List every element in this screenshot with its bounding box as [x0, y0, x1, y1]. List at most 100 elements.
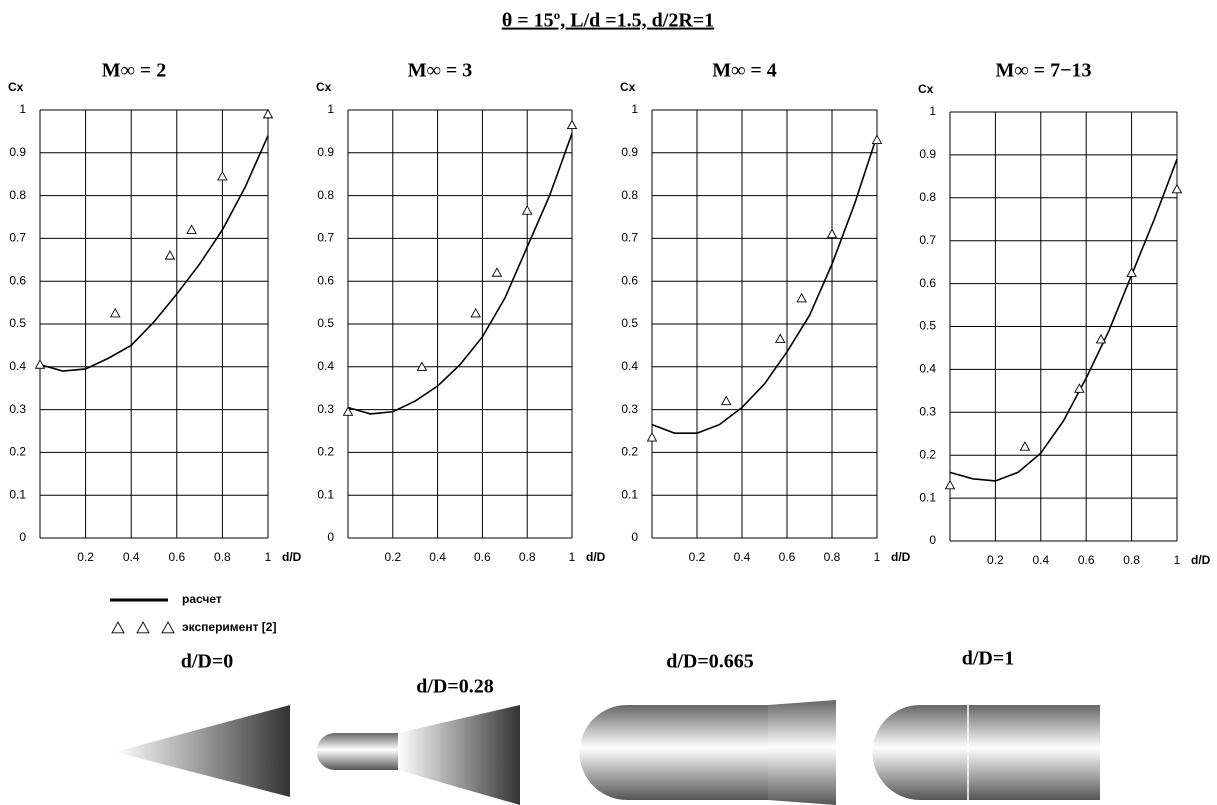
figure-title: θ = 15º, L/d =1.5, d/2R=1 — [502, 10, 714, 32]
x-tick-label: 1 — [569, 550, 576, 564]
y-tick-label: 0.9 — [621, 145, 638, 159]
legend-triangle — [111, 621, 125, 634]
y-tick-label: 0.8 — [9, 188, 26, 202]
y-tick-label: 0.8 — [621, 188, 638, 202]
experiment-point — [944, 479, 956, 490]
y-tick-label: 0.2 — [621, 445, 638, 459]
y-tick-label: 0.2 — [919, 447, 936, 461]
experiment-point — [566, 119, 578, 130]
y-tick-label: 0.4 — [621, 359, 638, 373]
y-tick-label: 1 — [929, 104, 936, 118]
y-tick-label: 1 — [631, 102, 638, 116]
y-axis-label: Cx — [918, 82, 934, 96]
experiment-point — [1019, 441, 1031, 451]
experiment-point — [217, 170, 228, 181]
experiment-point — [186, 224, 197, 234]
y-axis-label: Cx — [8, 80, 24, 94]
y-tick-label: 0.9 — [317, 145, 334, 159]
x-tick-label: 0.2 — [77, 550, 94, 564]
x-tick-label: 0.2 — [987, 553, 1004, 567]
y-tick-label: 0.6 — [621, 273, 638, 287]
x-tick-label: 0.8 — [1123, 553, 1140, 567]
y-tick-label: 0 — [631, 530, 638, 544]
x-axis-label: d/D — [1191, 553, 1211, 567]
legend-label: расчет — [182, 592, 222, 606]
shape-label: d/D=1 — [962, 648, 1015, 670]
legend-triangle — [136, 621, 150, 634]
shape-drawings — [115, 700, 1100, 805]
experiment-point — [646, 431, 658, 442]
experiment-point — [164, 250, 176, 260]
x-tick-label: 0.6 — [474, 550, 491, 564]
chart-title: M∞ = 2 — [102, 60, 167, 82]
y-tick-label: 0.7 — [9, 231, 26, 245]
calc-line — [949, 158, 1178, 482]
experiment-point — [720, 395, 732, 406]
y-tick-label: 0.8 — [919, 190, 936, 204]
x-axis-label: d/D — [282, 550, 302, 564]
y-tick-label: 0.3 — [9, 402, 26, 416]
y-tick-label: 0.6 — [317, 273, 334, 287]
calc-line — [39, 135, 269, 372]
x-tick-label: 0.2 — [384, 550, 401, 564]
y-tick-label: 0 — [327, 530, 334, 544]
x-tick-label: 0.2 — [689, 550, 706, 564]
legend-triangle — [161, 621, 175, 634]
chart-title: M∞ = 4 — [712, 60, 777, 82]
y-tick-label: 0.1 — [621, 487, 638, 501]
shape-label: d/D=0 — [181, 651, 234, 673]
x-tick-label: 0.8 — [519, 550, 536, 564]
y-tick-label: 0.7 — [919, 233, 936, 247]
y-tick-label: 0.9 — [919, 147, 936, 161]
y-tick-label: 0.2 — [317, 445, 334, 459]
experiment-point — [871, 134, 883, 145]
chart-title: M∞ = 7−13 — [996, 60, 1092, 82]
y-tick-label: 0.1 — [9, 487, 26, 501]
experiment-point — [109, 307, 121, 318]
experiment-point — [1095, 333, 1107, 344]
y-tick-label: 0 — [19, 530, 26, 544]
y-tick-label: 1 — [19, 102, 26, 116]
experiment-point — [1126, 267, 1137, 277]
calc-line — [651, 135, 878, 434]
x-tick-label: 1 — [874, 550, 881, 564]
experiment-point — [521, 205, 533, 215]
calc-line — [347, 133, 573, 415]
experiment-point — [796, 292, 807, 303]
y-tick-label: 0.5 — [9, 316, 26, 330]
x-tick-label: 0.4 — [429, 550, 446, 564]
y-tick-label: 1 — [327, 102, 334, 116]
y-tick-label: 0.6 — [9, 273, 26, 287]
experiment-point — [342, 406, 354, 416]
x-tick-label: 0.4 — [1032, 553, 1049, 567]
experiment-point — [34, 359, 46, 369]
x-tick-label: 1 — [1174, 553, 1181, 567]
chart-title: M∞ = 3 — [408, 60, 473, 82]
x-tick-label: 0.8 — [824, 550, 841, 564]
experiment-point — [262, 108, 274, 119]
y-tick-label: 0.3 — [621, 402, 638, 416]
y-tick-label: 0.1 — [919, 490, 936, 504]
x-axis-label: d/D — [891, 550, 911, 564]
experiment-point — [774, 333, 786, 344]
x-tick-label: 0.4 — [734, 550, 751, 564]
y-tick-label: 0.2 — [9, 445, 26, 459]
x-tick-label: 0.4 — [123, 550, 140, 564]
y-tick-label: 0.5 — [919, 319, 936, 333]
y-tick-label: 0.7 — [621, 231, 638, 245]
y-tick-label: 0.5 — [621, 316, 638, 330]
x-tick-label: 0.6 — [168, 550, 185, 564]
experiment-point — [491, 267, 503, 277]
y-axis-label: Cx — [316, 80, 332, 94]
y-tick-label: 0.7 — [317, 231, 334, 245]
y-tick-label: 0.3 — [919, 404, 936, 418]
experiment-point — [826, 228, 838, 239]
y-tick-label: 0.9 — [9, 145, 26, 159]
legend-label: эксперимент [2] — [182, 620, 276, 634]
y-tick-label: 0.4 — [317, 359, 334, 373]
experiment-point — [1171, 183, 1183, 194]
x-tick-label: 1 — [265, 550, 272, 564]
y-axis-label: Cx — [620, 80, 636, 94]
x-axis-label: d/D — [586, 550, 606, 564]
